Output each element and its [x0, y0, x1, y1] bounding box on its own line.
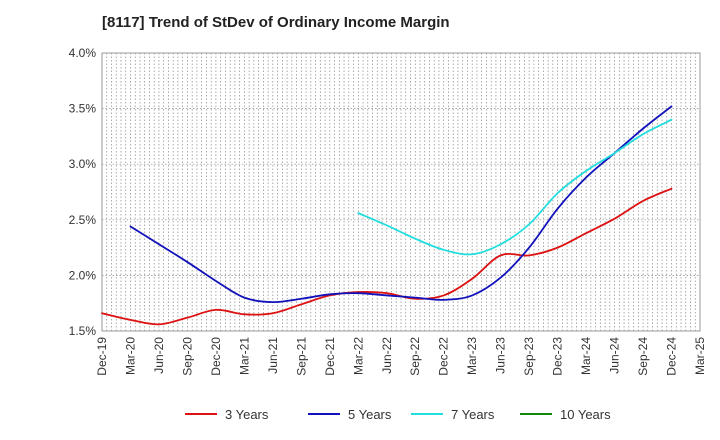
x-tick-label: Sep-21 — [294, 337, 308, 376]
series-layer — [101, 105, 673, 326]
x-tick-label: Mar-24 — [579, 337, 593, 375]
plot-frame — [101, 52, 701, 332]
x-tick-label: Jun-20 — [152, 337, 166, 374]
x-tick-label: Sep-23 — [522, 337, 536, 376]
y-tick-label: 3.5% — [69, 102, 97, 116]
x-tick-label: Mar-21 — [237, 337, 251, 375]
series-line-5-years — [129, 105, 673, 303]
x-tick-label: Dec-22 — [437, 337, 451, 376]
grid-layer — [101, 52, 700, 332]
series-line-7-years — [357, 118, 673, 256]
legend-label-3-years: 3 Years — [225, 407, 269, 422]
x-tick-label: Jun-24 — [608, 337, 622, 374]
legend-label-7-years: 7 Years — [451, 407, 495, 422]
x-tick-label: Jun-22 — [380, 337, 394, 374]
y-tick-label: 4.0% — [69, 46, 97, 60]
x-tick-label: Mar-25 — [693, 337, 707, 375]
y-tick-label: 2.5% — [69, 213, 97, 227]
x-tick-label: Dec-21 — [323, 337, 337, 376]
x-tick-label: Sep-24 — [636, 337, 650, 376]
x-tick-label: Jun-23 — [494, 337, 508, 374]
x-tick-label: Dec-20 — [209, 337, 223, 376]
y-tick-label: 2.0% — [69, 268, 97, 282]
y-tick-label: 1.5% — [69, 324, 97, 338]
x-tick-label: Sep-22 — [408, 337, 422, 376]
x-tick-label: Mar-23 — [465, 337, 479, 375]
x-tick-label: Sep-20 — [180, 337, 194, 376]
x-tick-label: Dec-23 — [551, 337, 565, 376]
x-tick-label: Mar-20 — [123, 337, 137, 375]
axis-layer: 1.5% 2.0% 2.5% 3.0% 3.5% 4.0% Dec-19 Mar-20 Jun-… — [69, 46, 707, 376]
series-line-3-years — [101, 187, 673, 326]
x-tick-label: Dec-19 — [95, 337, 109, 376]
legend: 3 Years 5 Years 7 Years 10 Years — [185, 407, 611, 422]
legend-label-10-years: 10 Years — [560, 407, 611, 422]
x-tick-label: Jun-21 — [266, 337, 280, 374]
x-tick-label: Mar-22 — [351, 337, 365, 375]
y-tick-label: 3.0% — [69, 157, 97, 171]
chart-title: [8117] Trend of StDev of Ordinary Income… — [102, 14, 450, 31]
legend-label-5-years: 5 Years — [348, 407, 392, 422]
x-tick-label: Dec-24 — [665, 337, 679, 376]
